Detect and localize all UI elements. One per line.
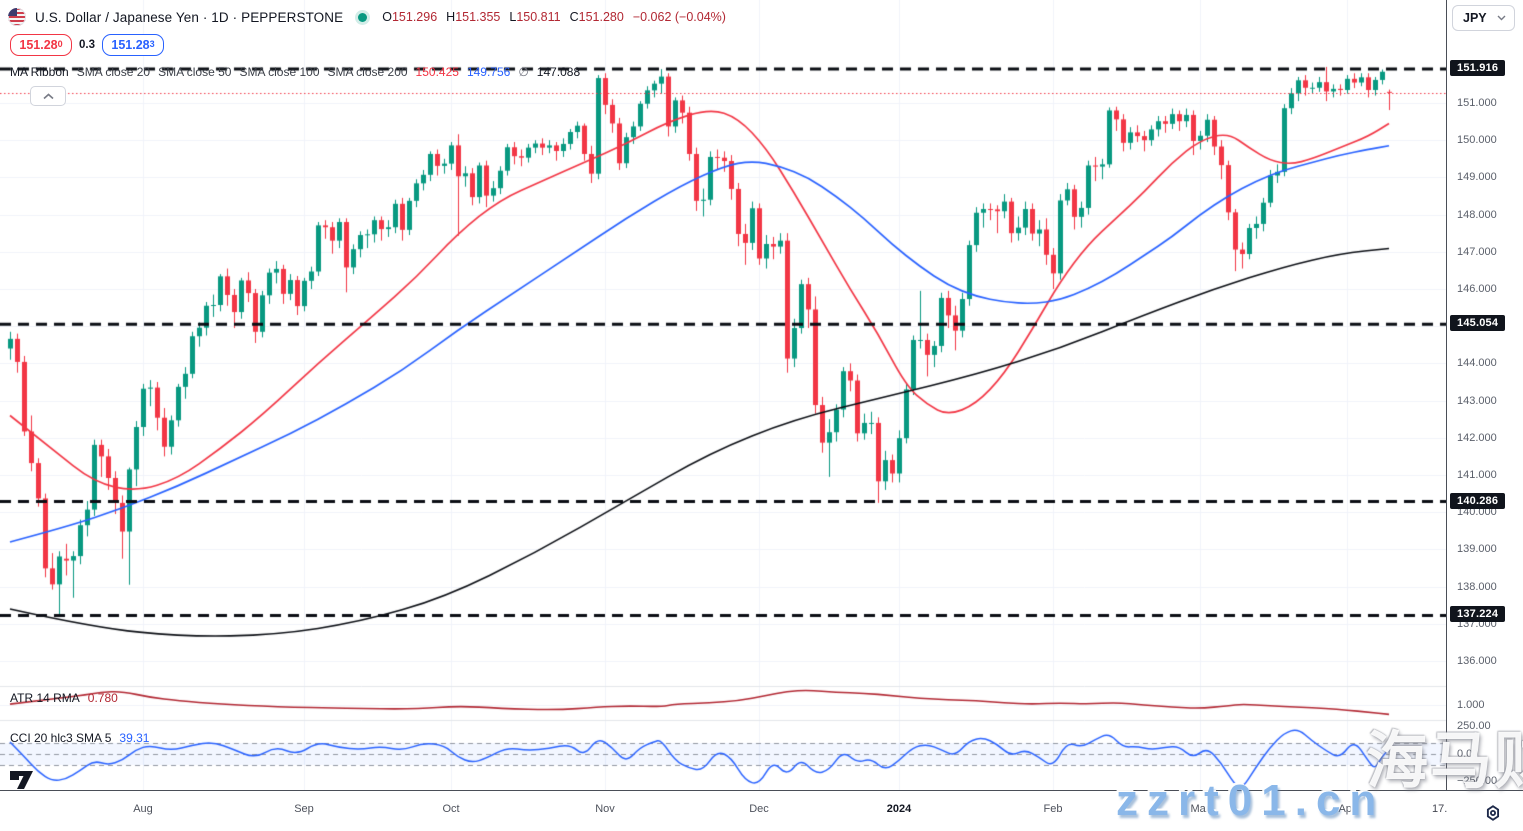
spread-label: 0.3	[79, 39, 95, 51]
ma-ribbon-legend[interactable]: MA Ribbon SMA close 20 SMA close 50 SMA …	[10, 65, 581, 79]
price-tick-label: 149.000	[1457, 171, 1497, 184]
interval-label: 1D	[211, 9, 229, 25]
price-tick-label: 147.000	[1457, 245, 1497, 258]
price-tick-label: 136.000	[1457, 655, 1497, 667]
price-axis[interactable]: 151.000 150.000 149.000 148.000 147.000 146.0…	[1446, 0, 1523, 790]
price-level-badge: 140.286	[1450, 492, 1506, 509]
price-tick-label: 148.000	[1457, 208, 1497, 221]
time-tick-label: Mar	[1190, 803, 1210, 815]
time-tick-label: Oct	[442, 803, 460, 815]
time-tick-label: Aug	[133, 803, 153, 815]
time-tick-label: Apr	[1338, 803, 1356, 815]
chevron-down-icon	[1497, 15, 1506, 21]
market-open-dot-icon	[358, 12, 368, 22]
time-tick-label: Dec	[749, 803, 769, 815]
price-tick-label: 146.000	[1457, 283, 1497, 295]
price-tick-label: 151.000	[1457, 97, 1497, 109]
price-level-badge: 137.224	[1450, 606, 1506, 623]
atr-value: 0.780	[87, 691, 118, 705]
legend-collapse-button[interactable]	[30, 86, 66, 106]
price-tick-label: 150.000	[1457, 134, 1497, 147]
symbol-legend[interactable]: U.S. Dollar / Japanese Yen · 1D · PEPPER…	[8, 6, 726, 28]
cci-legend[interactable]: CCI 20 hlc3 SMA 5 39.31	[10, 731, 150, 745]
currency-selector[interactable]: JPY	[1452, 5, 1515, 31]
price-tick-label: 139.000	[1457, 543, 1497, 556]
sma100-hidden-value: ∅	[518, 65, 529, 79]
sma50-value: 149.756	[466, 65, 511, 79]
price-tick-label: 144.000	[1457, 357, 1497, 370]
indicator-tick-label: 0.00	[1457, 748, 1479, 760]
change-label: −0.062 (−0.04%)	[632, 10, 726, 24]
buy-button[interactable]: 151.28 3	[102, 34, 164, 56]
chevron-up-icon	[42, 92, 54, 99]
sma20-value: 150.425	[415, 65, 459, 79]
time-axis-corner-label: 17.	[1432, 803, 1448, 815]
price-level-badge: 145.054	[1450, 315, 1506, 332]
indicator-tick-label: 250.00	[1457, 720, 1491, 732]
time-tick-label: Feb	[1043, 803, 1063, 815]
time-tick-label: Sep	[294, 803, 314, 815]
tradingview-logo[interactable]	[10, 771, 34, 789]
atr-legend[interactable]: ATR 14 RMA 0.780	[10, 691, 118, 705]
ohlc-values: O151.296 H151.355 L150.811 C151.280 −0.0…	[382, 10, 726, 24]
axis-settings-gear-icon[interactable]	[1482, 802, 1504, 824]
us-flag-icon	[8, 8, 26, 26]
time-tick-label: Nov	[595, 803, 615, 815]
price-tick-label: 143.000	[1457, 394, 1497, 407]
time-axis[interactable]: Aug Sep Oct Nov Dec 2024 Feb Mar Apr	[0, 790, 1523, 831]
indicator-tick-label: −250.00	[1457, 775, 1498, 787]
price-tick-label: 142.000	[1457, 431, 1497, 444]
sell-button[interactable]: 151.28 0	[10, 34, 72, 56]
exchange-label: PEPPERSTONE	[241, 9, 344, 25]
symbol-title: U.S. Dollar / Japanese Yen · 1D · PEPPER…	[35, 9, 344, 25]
price-tick-label: 140.000	[1457, 506, 1497, 519]
indicator-name: MA Ribbon	[10, 65, 69, 79]
time-tick-label: 2024	[886, 803, 912, 815]
sma200-value: 147.088	[536, 65, 581, 79]
cci-value: 39.31	[119, 731, 150, 745]
price-level-badge: 151.916	[1450, 59, 1506, 76]
price-tick-label: 138.000	[1457, 580, 1497, 593]
price-tick-label: 141.000	[1457, 469, 1497, 481]
indicator-tick-label: 1.000	[1457, 699, 1485, 711]
order-panel: 151.28 0 0.3 151.28 3	[10, 34, 164, 56]
